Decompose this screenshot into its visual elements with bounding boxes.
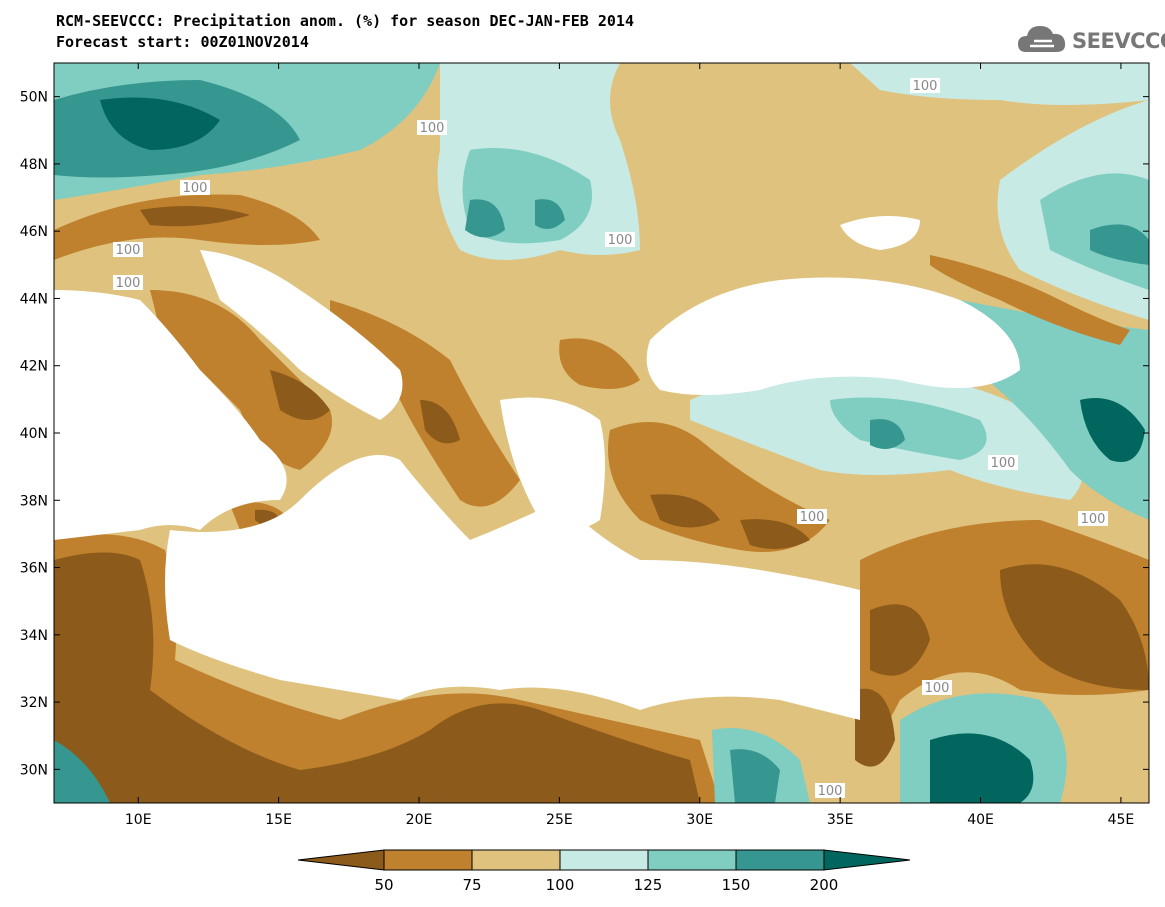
contour-label-bg bbox=[113, 242, 143, 257]
contour-label-100: 100 bbox=[420, 121, 445, 136]
caucasus-deep-wet bbox=[1080, 398, 1145, 462]
contour-label-100: 100 bbox=[608, 233, 633, 248]
colorbar-level-label: 75 bbox=[462, 876, 481, 894]
contour-label-100: 100 bbox=[991, 456, 1016, 471]
contour-label-100: 100 bbox=[116, 243, 141, 258]
colorbar-right-arrow bbox=[823, 849, 911, 871]
lon-tick-label: 10E bbox=[125, 812, 152, 828]
alps-dry-band bbox=[54, 194, 320, 260]
sea-of-azov bbox=[840, 216, 920, 250]
colorbar: 50 75 100 125 150 200 bbox=[297, 849, 911, 894]
africa-very-dry-region bbox=[54, 552, 700, 803]
lat-tick-label: 44N bbox=[20, 291, 48, 307]
lon-tick-label: 15E bbox=[265, 812, 292, 828]
lat-tick-label: 30N bbox=[20, 762, 48, 778]
mideast-very-dry-c bbox=[855, 688, 895, 767]
balkans-very-dry bbox=[420, 400, 460, 444]
colorbar-box bbox=[647, 849, 737, 871]
lon-tick-label: 20E bbox=[406, 812, 433, 828]
logo-text: SEEVCCC bbox=[1072, 29, 1165, 53]
anatolia-very-dry-b bbox=[740, 519, 810, 549]
lat-tick-label: 42N bbox=[20, 359, 48, 375]
sw-corner-wet bbox=[54, 740, 110, 803]
mideast-very-dry-a bbox=[1000, 564, 1149, 690]
latitude-axis: 30N 32N 34N 36N 38N 40N 42N 44N 46N 48N 50N bbox=[20, 90, 1149, 778]
lat-tick-label: 46N bbox=[20, 224, 48, 240]
contour-label-100: 100 bbox=[925, 681, 950, 696]
colorbar-level-label: 125 bbox=[634, 876, 663, 894]
colorbar-level-label: 50 bbox=[374, 876, 393, 894]
contour-label-bg bbox=[605, 232, 635, 247]
lat-tick-label: 32N bbox=[20, 695, 48, 711]
western-mediterranean bbox=[54, 290, 287, 540]
contour-label-bg bbox=[910, 78, 940, 93]
bulgaria-dry-patch bbox=[559, 338, 640, 389]
lon-tick-label: 40E bbox=[967, 812, 994, 828]
lon-tick-label: 25E bbox=[546, 812, 573, 828]
nw-europe-deep bbox=[100, 97, 220, 150]
tyrrhenian-adriatic-sea bbox=[200, 250, 403, 420]
lat-tick-label: 36N bbox=[20, 561, 48, 577]
map-title: RCM-SEEVCCC: Precipitation anom. (%) for… bbox=[56, 12, 634, 30]
colorbar-box bbox=[559, 849, 649, 871]
italy-very-dry bbox=[270, 370, 330, 420]
black-sea bbox=[646, 277, 1020, 395]
colorbar-level-label: 100 bbox=[546, 876, 575, 894]
cloud-icon bbox=[1016, 22, 1068, 60]
aegean-sea bbox=[500, 397, 605, 530]
carpathian-dark-b bbox=[535, 199, 565, 229]
contour-label-100: 100 bbox=[183, 181, 208, 196]
italy-dry-region bbox=[150, 290, 332, 470]
east-russia-dark bbox=[1090, 224, 1149, 265]
north-russia-wet bbox=[850, 63, 1149, 105]
arabia-deep-wet bbox=[930, 733, 1034, 803]
contour-label-bg bbox=[417, 120, 447, 135]
contour-label-100: 100 bbox=[913, 79, 938, 94]
contour-label-bg bbox=[113, 275, 143, 290]
colorbar-level-label: 200 bbox=[810, 876, 839, 894]
contour-label-bg bbox=[1078, 511, 1108, 526]
lon-tick-label: 35E bbox=[827, 812, 854, 828]
contour-label-100: 100 bbox=[818, 784, 843, 799]
seevccc-logo: SEEVCCC bbox=[1016, 22, 1165, 60]
alps-very-dry bbox=[140, 206, 250, 227]
contour-label-bg bbox=[180, 180, 210, 195]
colorbar-box bbox=[471, 849, 561, 871]
anatolia-teal-region bbox=[830, 397, 987, 460]
russia-brown-band bbox=[930, 255, 1130, 345]
colorbar-level-label: 150 bbox=[722, 876, 751, 894]
colorbar-box bbox=[735, 849, 825, 871]
ionian-eastern-mediterranean bbox=[165, 455, 860, 720]
forecast-start-label: Forecast start: 00Z01NOV2014 bbox=[56, 33, 309, 51]
contour-labels: 100 100 100 100 100 100 100 100 100 100 100 bbox=[113, 78, 1108, 799]
anatolia-dark-teal bbox=[870, 419, 905, 449]
carpathian-dark-a bbox=[465, 199, 505, 238]
contour-label-100: 100 bbox=[800, 510, 825, 525]
nile-deep-wet bbox=[730, 749, 780, 803]
mideast-very-dry-b bbox=[870, 604, 930, 676]
anatolia-very-dry bbox=[650, 494, 720, 528]
lat-tick-label: 50N bbox=[20, 90, 48, 106]
longitude-axis: 10E 15E 20E 25E 30E 35E 40E 45E bbox=[125, 63, 1134, 828]
contour-label-bg bbox=[797, 509, 827, 524]
lat-tick-label: 48N bbox=[20, 157, 48, 173]
lat-tick-label: 34N bbox=[20, 628, 48, 644]
lat-tick-label: 40N bbox=[20, 426, 48, 442]
contour-label-bg bbox=[815, 783, 845, 798]
contour-label-100: 100 bbox=[1081, 512, 1106, 527]
colorbar-box bbox=[383, 849, 473, 871]
contour-label-100: 100 bbox=[116, 276, 141, 291]
lon-tick-label: 30E bbox=[686, 812, 713, 828]
lat-tick-label: 38N bbox=[20, 493, 48, 509]
contour-label-bg bbox=[988, 455, 1018, 470]
contour-label-bg bbox=[922, 680, 952, 695]
colorbar-left-arrow bbox=[297, 849, 385, 871]
lon-tick-label: 45E bbox=[1108, 812, 1135, 828]
